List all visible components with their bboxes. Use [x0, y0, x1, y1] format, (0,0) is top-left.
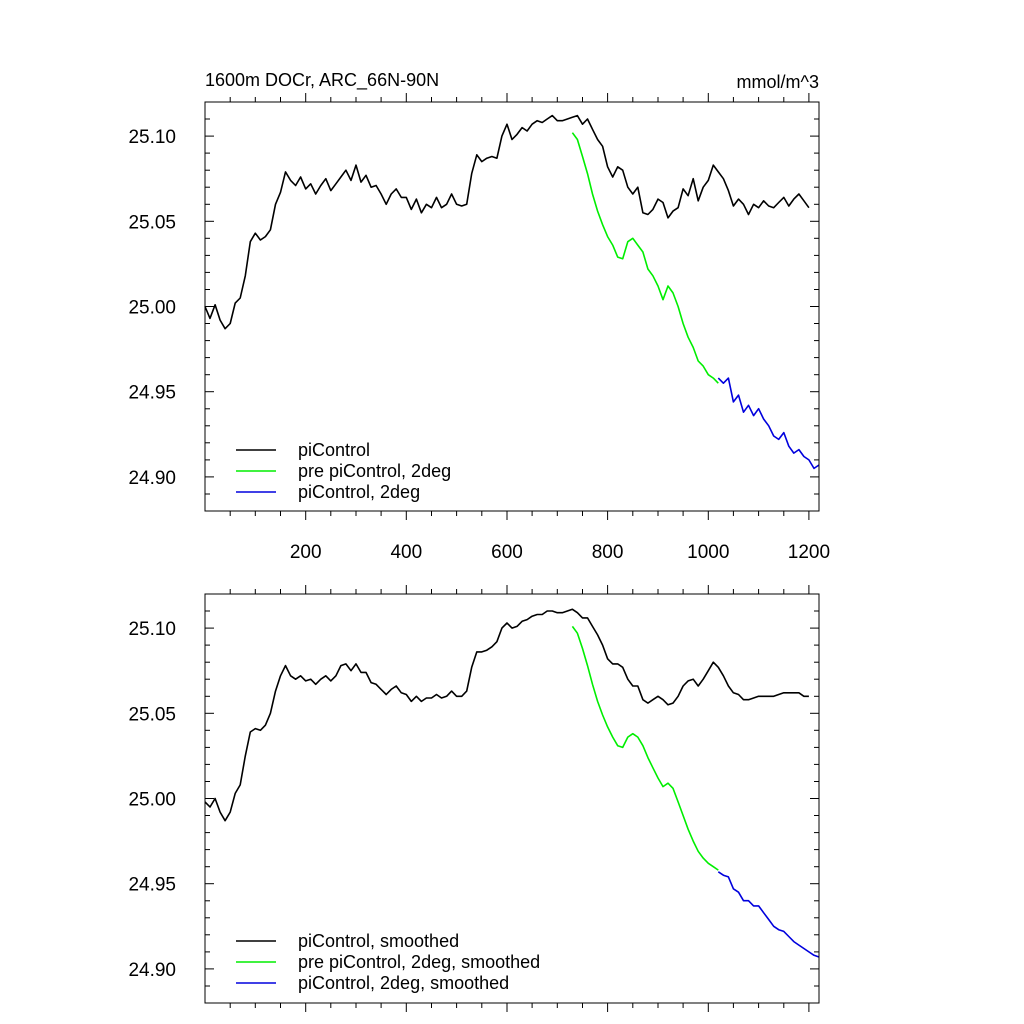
x-tick-label: 1200	[788, 542, 830, 563]
bottom-panel: 24.90 24.95 25.00 25.05 25.10 piControl, smo…	[128, 585, 820, 1012]
x-tick-label: 1000	[687, 542, 729, 563]
series-group	[204, 608, 820, 958]
legend: piControl pre piControl, 2deg piControl,…	[236, 440, 451, 502]
legend-label-pre-picontrol-2deg: pre piControl, 2deg	[298, 461, 451, 481]
x-tick-label: 800	[592, 542, 624, 563]
y-tick-label: 25.10	[128, 619, 176, 640]
series-line-pre-picontrol-2deg	[571, 132, 719, 384]
legend-label-picontrol: piControl	[298, 440, 370, 460]
series-line-picontrol	[204, 114, 810, 330]
series-line-pre-picontrol-2deg-smoothed	[571, 625, 719, 871]
x-tick-labels: 200 400 600 800 1000 1200	[290, 542, 830, 563]
legend-label-picontrol-smoothed: piControl, smoothed	[298, 931, 459, 951]
y-tick-label: 24.90	[128, 960, 176, 981]
tick-group	[205, 585, 819, 1012]
chart-title: 1600m DOCr, ARC_66N-90N	[205, 70, 439, 91]
y-tick-label: 25.00	[128, 298, 176, 319]
y-tick-label: 24.95	[128, 383, 176, 404]
y-tick-labels: 24.90 24.95 25.00 25.05 25.10	[128, 127, 176, 489]
y-tick-labels: 24.90 24.95 25.00 25.05 25.10	[128, 619, 176, 981]
x-tick-label: 600	[491, 542, 523, 563]
units-label: mmol/m^3	[737, 72, 819, 92]
y-tick-label: 24.90	[128, 468, 176, 489]
y-tick-label: 25.00	[128, 790, 176, 811]
y-tick-label: 25.10	[128, 127, 176, 148]
series-line-picontrol-smoothed	[204, 608, 809, 822]
legend-label-pre-picontrol-2deg-smoothed: pre piControl, 2deg, smoothed	[298, 952, 540, 972]
x-tick-label: 400	[390, 542, 422, 563]
legend-label-picontrol-2deg-smoothed: piControl, 2deg, smoothed	[298, 973, 509, 993]
y-tick-label: 25.05	[128, 704, 176, 725]
plot-frame	[204, 593, 820, 1004]
series-group	[204, 114, 820, 470]
plot-frame	[204, 101, 820, 512]
tick-group	[205, 93, 819, 520]
series-line-picontrol-2deg	[717, 377, 820, 470]
y-tick-label: 24.95	[128, 875, 176, 896]
x-tick-label: 200	[290, 542, 322, 563]
y-tick-label: 25.05	[128, 212, 176, 233]
series-line-picontrol-2deg-smoothed	[717, 871, 820, 958]
top-panel: 1600m DOCr, ARC_66N-90N mmol/m^3 200 400 6…	[128, 70, 830, 563]
legend-label-picontrol-2deg: piControl, 2deg	[298, 482, 420, 502]
legend: piControl, smoothed pre piControl, 2deg,…	[236, 931, 540, 993]
